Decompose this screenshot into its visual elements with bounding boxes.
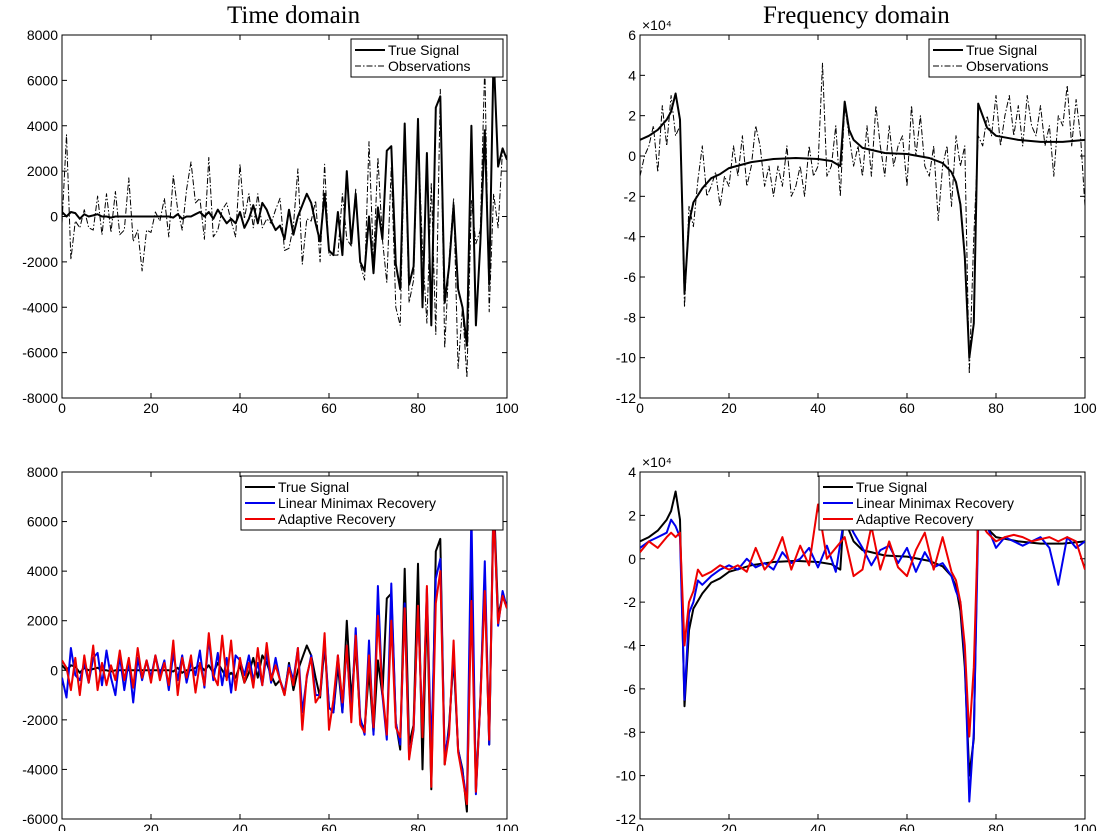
x-tick-label: 40 [810,400,826,416]
y-tick-label: 2 [628,507,636,523]
y-tick-label: 4000 [27,118,58,134]
legend-label: True Signal [278,479,349,495]
x-tick-label: 20 [143,821,159,831]
y-tick-label: 0 [628,148,636,164]
x-tick-label: 80 [410,821,426,831]
plot-frame [639,34,1086,399]
legend-label: Observations [966,58,1048,74]
chart-bottom-right: 0 20 40 60 80 100 -12 -10 -8 -6 -4 -2 0 2 4 ×10⁴ True Si… [616,454,1097,831]
y-tick-label: 4 [628,67,636,83]
series-line-adaptive-recovery [62,505,507,806]
y-tick-label: 6000 [27,514,58,530]
x-tick-label: 20 [721,821,737,831]
y-exponent-label: ×10⁴ [642,17,672,33]
y-tick-label: 0 [50,662,58,678]
legend-box [818,475,1082,531]
series-line-true-signal [62,490,507,813]
x-tick-label: 40 [232,821,248,831]
plot-frame [61,471,508,820]
x-tick-label: 20 [143,400,159,416]
x-tick-label: 60 [899,821,915,831]
frequency-domain-title: Frequency domain [763,2,950,29]
x-tick-label: 60 [321,821,337,831]
x-tick-label: 40 [232,400,248,416]
legend-label: Linear Minimax Recovery [278,495,436,511]
legend-label: Adaptive Recovery [278,511,396,527]
legend-label: Linear Minimax Recovery [856,495,1014,511]
x-tick-label: 100 [1073,821,1097,831]
y-tick-label: -10 [616,350,636,366]
y-tick-label: -2000 [22,712,58,728]
legend-label: True Signal [966,42,1037,58]
x-tick-label: 100 [1073,400,1097,416]
legend-box [928,38,1082,78]
y-tick-label: -2 [624,594,637,610]
x-tick-label: 20 [721,400,737,416]
x-tick-label: 60 [899,400,915,416]
x-tick-label: 80 [988,821,1004,831]
legend-box [350,38,504,78]
legend-label: Observations [388,58,470,74]
y-tick-label: 6000 [27,72,58,88]
y-tick-label: -4000 [22,299,58,315]
chart-bottom-left: 0 20 40 60 80 100 -6000 -4000 -2000 0 2000 4000 6000… [22,464,519,831]
series-line-adaptive-recovery [640,503,1085,738]
x-tick-label: 0 [58,821,66,831]
series-line-observations [62,64,507,379]
y-tick-label: -8 [624,724,637,740]
time-domain-title: Time domain [227,2,361,29]
legend-box [240,475,504,531]
x-tick-label: 100 [495,400,519,416]
y-tick-label: 0 [50,209,58,225]
y-tick-label: 2000 [27,163,58,179]
x-tick-label: 0 [58,400,66,416]
legend-label: True Signal [856,479,927,495]
series-line-true-signal [640,490,1085,777]
y-tick-label: 8000 [27,27,58,43]
y-tick-label: 2000 [27,613,58,629]
y-tick-label: -6 [624,269,637,285]
y-tick-label: -8000 [22,390,58,406]
y-tick-label: 6 [628,27,636,43]
y-tick-label: 4000 [27,563,58,579]
y-tick-label: -10 [616,768,636,784]
y-tick-label: 2 [628,108,636,124]
chart-top-left: 0 20 40 60 80 100 -8000 -6000 -4000 -2000 0 2000 400… [22,27,519,416]
x-tick-label: 80 [410,400,426,416]
legend-label: True Signal [388,42,459,58]
x-tick-label: 0 [636,821,644,831]
y-tick-label: 4 [628,464,636,480]
y-tick-label: -4 [624,229,637,245]
x-tick-label: 0 [636,400,644,416]
y-tick-label: -2 [624,188,637,204]
y-tick-label: -2000 [22,254,58,270]
series-line-linear-minimax-recovery [640,514,1085,803]
y-exponent-label: ×10⁴ [642,454,672,470]
y-tick-label: -12 [616,811,636,827]
y-tick-label: -6 [624,681,637,697]
x-tick-label: 40 [810,821,826,831]
series-line-observations [640,62,1085,375]
legend-label: Adaptive Recovery [856,511,974,527]
x-tick-label: 100 [495,821,519,831]
y-tick-label: 8000 [27,464,58,480]
x-tick-label: 60 [321,400,337,416]
series-line-true-signal [62,52,507,347]
y-tick-label: 0 [628,551,636,567]
y-tick-label: -12 [616,390,636,406]
y-tick-label: -4 [624,638,637,654]
series-line-true-signal [640,92,1085,359]
y-tick-label: -6000 [22,811,58,827]
y-tick-label: -6000 [22,345,58,361]
y-tick-label: -8 [624,309,637,325]
chart-top-right: 0 20 40 60 80 100 -12 -10 -8 -6 -4 -2 0 2 4 6 ×10⁴ True S… [616,17,1097,416]
y-tick-label: -4000 [22,761,58,777]
x-tick-label: 80 [988,400,1004,416]
